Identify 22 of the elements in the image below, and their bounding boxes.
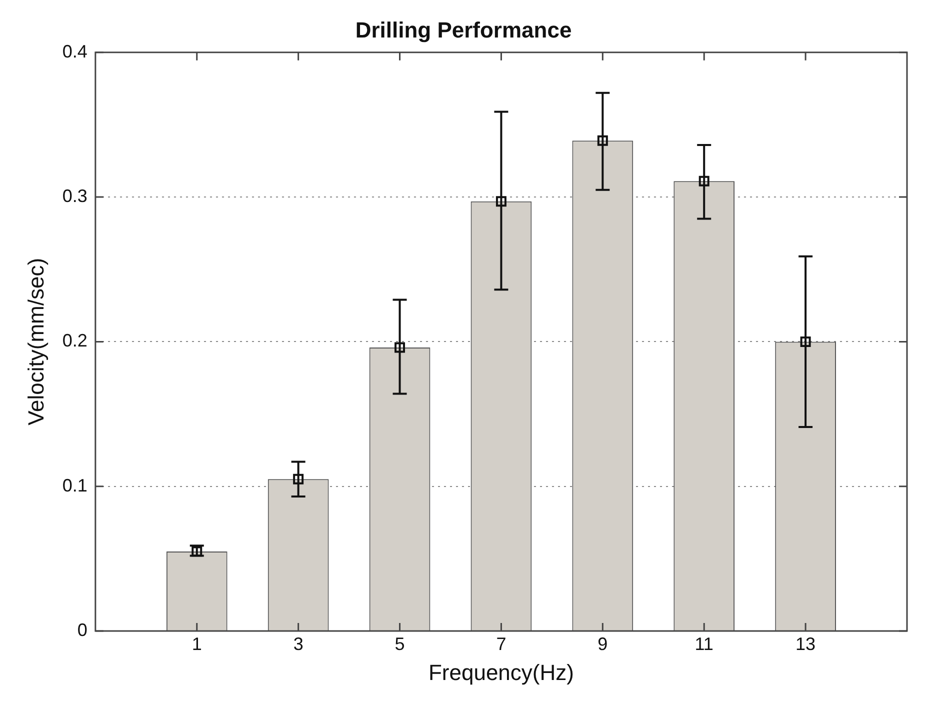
y-tick-label: 0.3 [62,186,88,206]
point [597,135,608,146]
y-tick-label: 0.2 [62,330,88,351]
y-tick-label: 0.4 [62,41,88,62]
chart-title: Drilling Performance [355,17,572,42]
point [192,546,202,557]
y-axis-title: Velocity(mm/sec) [23,258,48,426]
x-tick-label: 3 [293,634,304,654]
x-tick-label: 7 [496,634,506,654]
point [496,196,506,207]
y-tick-label: 0 [77,620,88,640]
x-axis-title: Frequency(Hz) [428,660,574,685]
x-tick-label: 1 [192,634,202,654]
point [698,176,710,186]
x-tick-label: 9 [598,634,608,654]
x-tick-label: 13 [796,634,816,654]
point [293,474,304,484]
y-tick-label: 0.1 [62,475,88,496]
point [800,336,811,347]
point [394,342,406,353]
x-tick-label: 11 [694,634,714,654]
x-tick-label: 5 [394,634,405,654]
